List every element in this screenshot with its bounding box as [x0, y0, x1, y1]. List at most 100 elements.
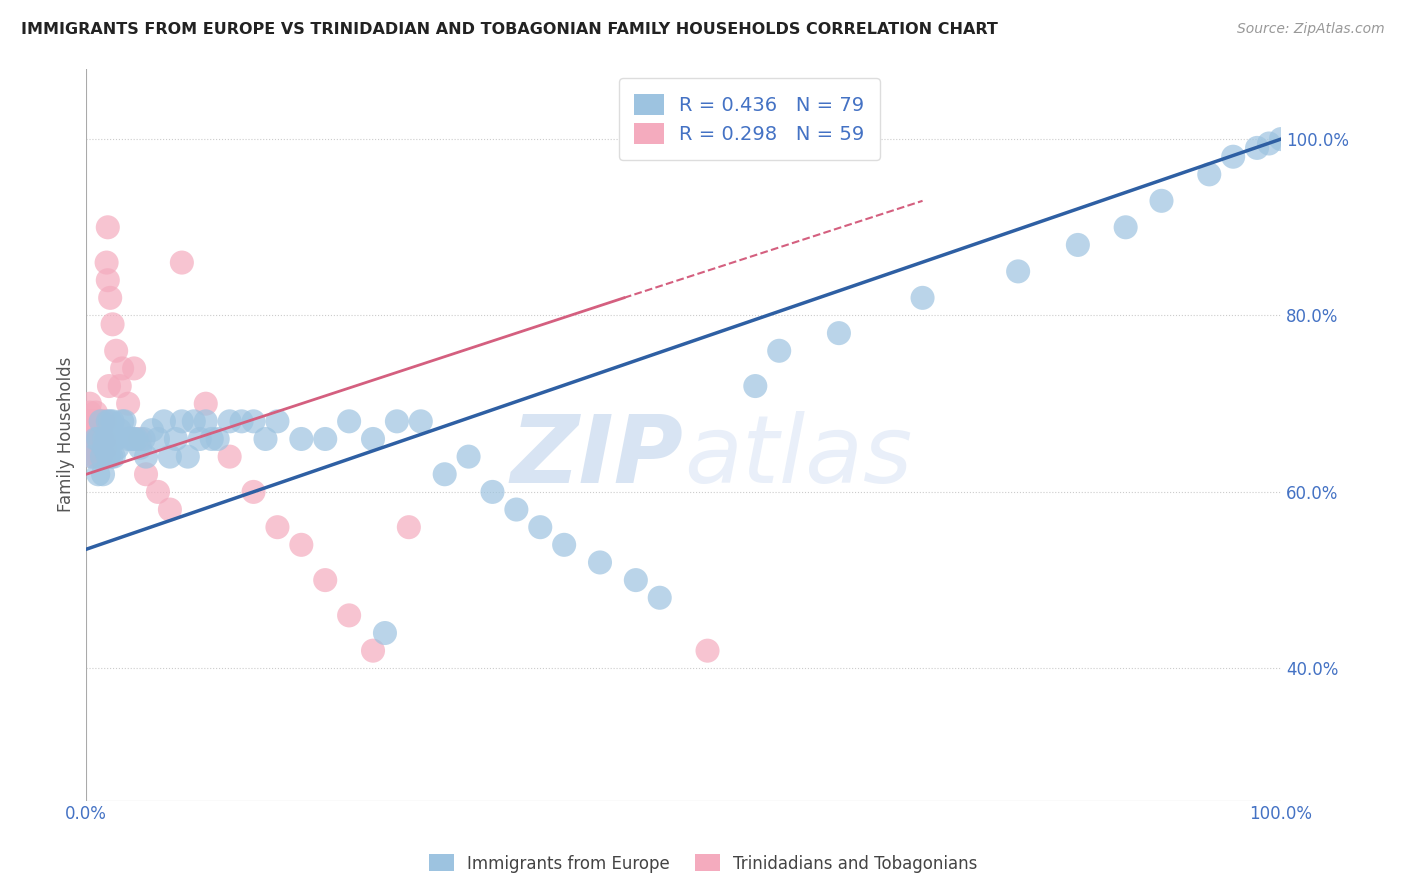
Point	[170, 255, 193, 269]
Point	[86, 432, 108, 446]
Point	[90, 450, 112, 464]
Point	[97, 220, 120, 235]
Point	[361, 432, 384, 446]
Point	[105, 343, 128, 358]
Point	[93, 450, 115, 464]
Point	[218, 450, 240, 464]
Point	[409, 414, 432, 428]
Point	[1246, 141, 1268, 155]
Point	[89, 423, 111, 437]
Point	[231, 414, 253, 428]
Point	[84, 405, 107, 419]
Point	[624, 573, 647, 587]
Point	[103, 450, 125, 464]
Point	[337, 414, 360, 428]
Point	[132, 432, 155, 446]
Point	[80, 414, 103, 428]
Point	[911, 291, 934, 305]
Legend: Immigrants from Europe, Trinidadians and Tobagonians: Immigrants from Europe, Trinidadians and…	[422, 847, 984, 880]
Point	[165, 432, 187, 446]
Point	[159, 450, 181, 464]
Point	[83, 441, 105, 455]
Point	[86, 423, 108, 437]
Point	[1258, 136, 1281, 151]
Point	[744, 379, 766, 393]
Point	[101, 414, 124, 428]
Point	[97, 414, 120, 428]
Point	[93, 432, 115, 446]
Point	[93, 432, 115, 446]
Point	[170, 414, 193, 428]
Point	[105, 432, 128, 446]
Point	[87, 432, 110, 446]
Point	[101, 318, 124, 332]
Point	[77, 423, 100, 437]
Point	[218, 414, 240, 428]
Point	[108, 379, 131, 393]
Point	[129, 441, 152, 455]
Point	[1115, 220, 1137, 235]
Point	[82, 450, 104, 464]
Point	[82, 432, 104, 446]
Point	[696, 643, 718, 657]
Point	[457, 450, 479, 464]
Point	[93, 441, 115, 455]
Point	[194, 397, 217, 411]
Point	[82, 432, 104, 446]
Point	[177, 450, 200, 464]
Point	[188, 432, 211, 446]
Point	[129, 432, 152, 446]
Point	[89, 441, 111, 455]
Point	[114, 414, 136, 428]
Point	[153, 414, 176, 428]
Point	[97, 273, 120, 287]
Point	[768, 343, 790, 358]
Point	[98, 414, 121, 428]
Point	[111, 414, 134, 428]
Point	[121, 432, 143, 446]
Point	[481, 484, 503, 499]
Point	[433, 467, 456, 482]
Point	[91, 414, 114, 428]
Legend: R = 0.436   N = 79, R = 0.298   N = 59: R = 0.436 N = 79, R = 0.298 N = 59	[619, 78, 880, 160]
Text: Source: ZipAtlas.com: Source: ZipAtlas.com	[1237, 22, 1385, 37]
Point	[1150, 194, 1173, 208]
Point	[374, 626, 396, 640]
Point	[84, 414, 107, 428]
Point	[84, 432, 107, 446]
Point	[1270, 132, 1292, 146]
Point	[1222, 150, 1244, 164]
Point	[242, 414, 264, 428]
Point	[90, 414, 112, 428]
Point	[100, 450, 122, 464]
Point	[505, 502, 527, 516]
Point	[141, 423, 163, 437]
Point	[266, 414, 288, 428]
Point	[290, 432, 312, 446]
Point	[314, 432, 336, 446]
Point	[87, 467, 110, 482]
Point	[90, 432, 112, 446]
Point	[266, 520, 288, 534]
Point	[82, 441, 104, 455]
Point	[398, 520, 420, 534]
Point	[122, 432, 145, 446]
Point	[117, 397, 139, 411]
Point	[242, 484, 264, 499]
Point	[337, 608, 360, 623]
Point	[94, 441, 117, 455]
Point	[79, 405, 101, 419]
Point	[98, 379, 121, 393]
Text: ZIP: ZIP	[510, 410, 683, 502]
Point	[94, 441, 117, 455]
Point	[146, 484, 169, 499]
Point	[183, 414, 205, 428]
Point	[290, 538, 312, 552]
Point	[207, 432, 229, 446]
Point	[94, 414, 117, 428]
Point	[82, 450, 104, 464]
Point	[84, 450, 107, 464]
Point	[82, 414, 104, 428]
Point	[1198, 167, 1220, 181]
Point	[1007, 264, 1029, 278]
